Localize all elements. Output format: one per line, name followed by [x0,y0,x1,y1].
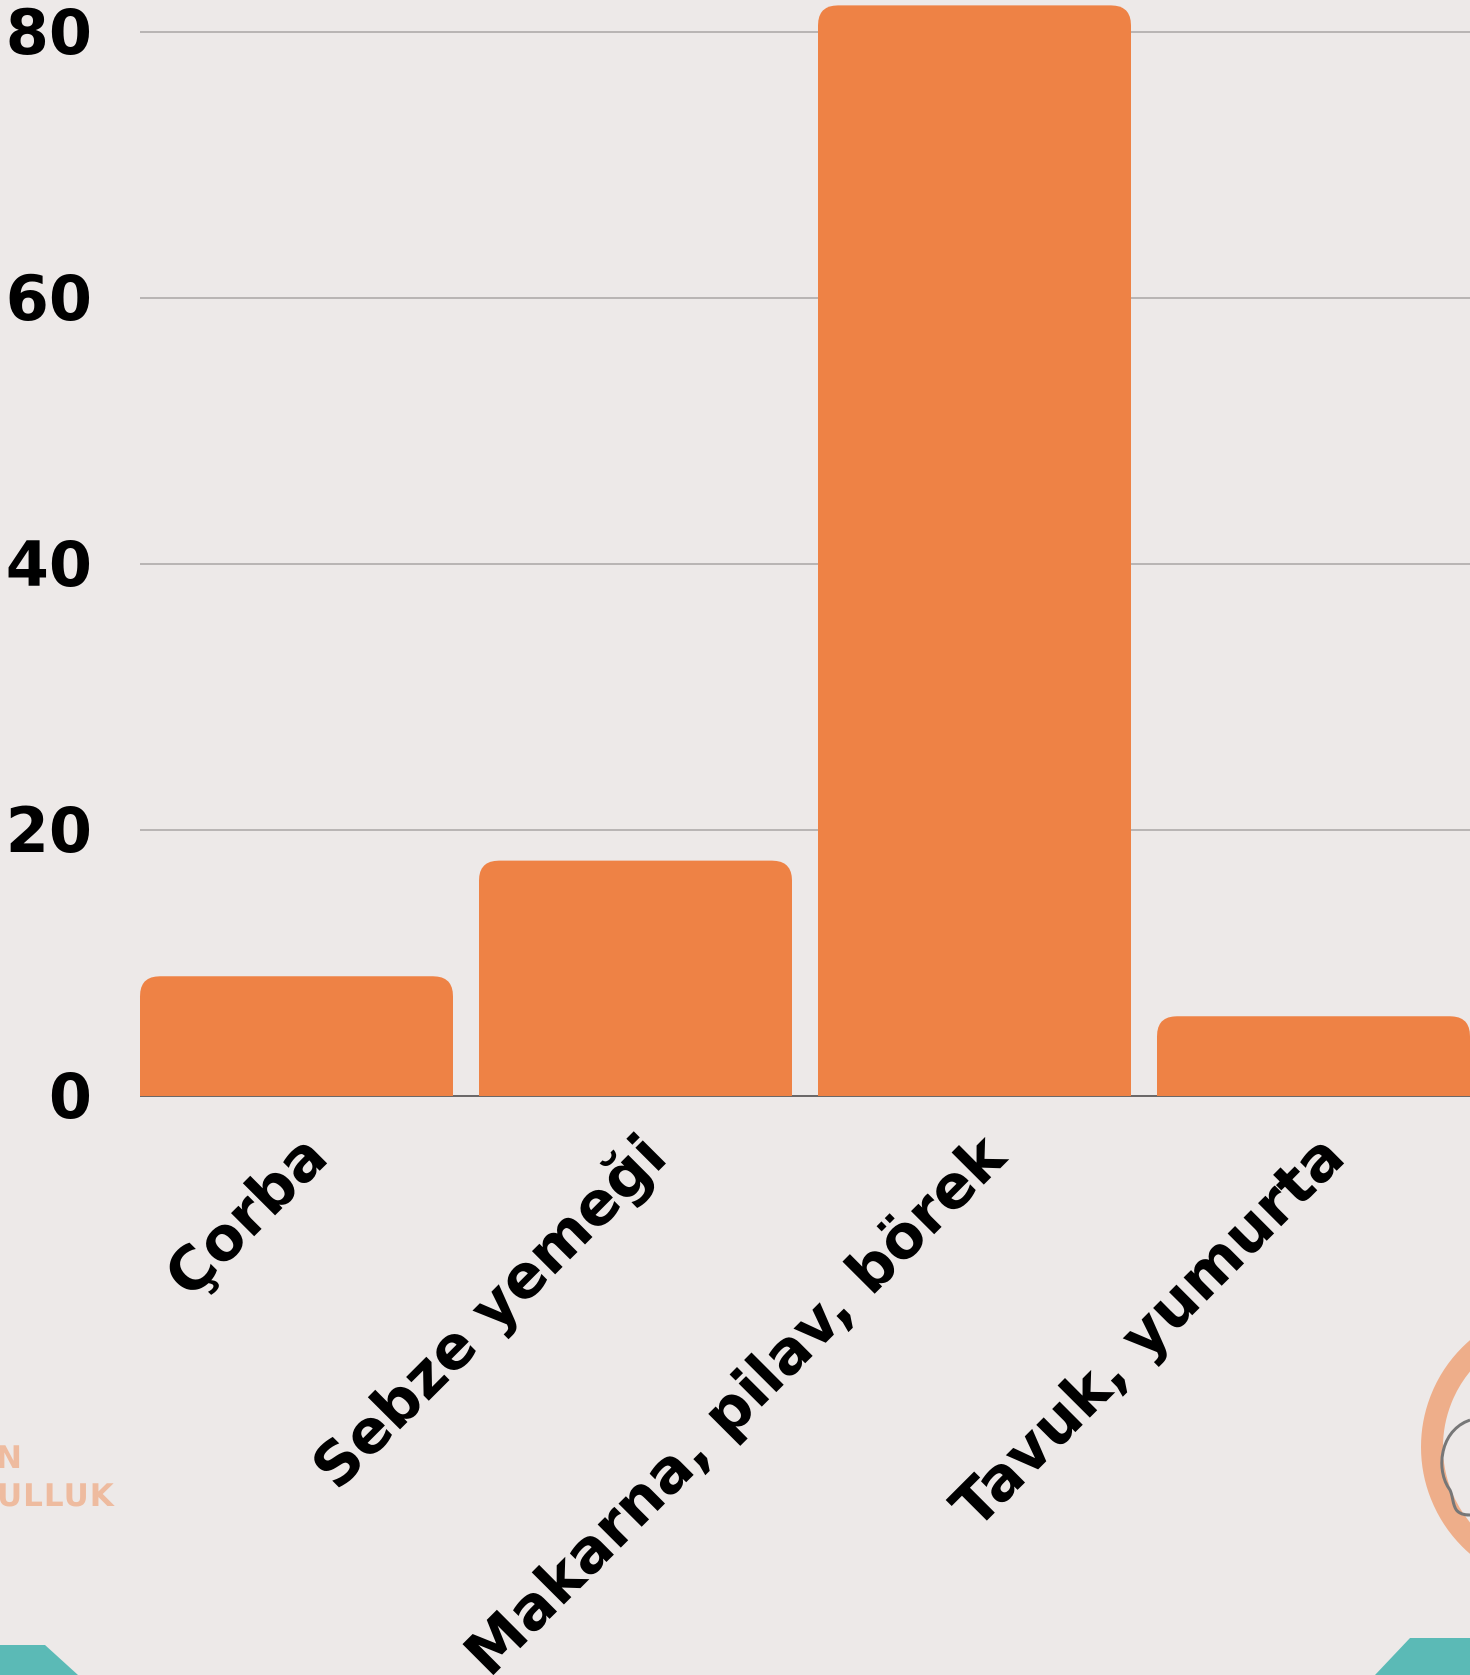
x-tick-label: Çorba [151,1121,341,1311]
y-tick-label: 20 [6,794,92,867]
bars [140,5,1470,1096]
y-tick-label: 80 [6,0,92,69]
logo-text-line1: N [0,1440,23,1476]
x-tick-label: Makarna, pilav, börek [451,1120,1021,1675]
bar [1157,1016,1470,1096]
bar [818,5,1131,1096]
y-tick-label: 40 [6,528,92,601]
y-axis-ticks: 0 20 40 60 80 [6,0,92,1133]
bar [140,976,453,1096]
teal-corner-left [0,1645,78,1675]
logo-text-line2: ULLUK [0,1478,115,1514]
x-tick-label: Sebze yemeği [298,1121,680,1503]
logo-badge-icon [1421,1340,1470,1554]
gridlines [140,31,1470,1097]
teal-corner-right [1375,1638,1470,1675]
y-tick-label: 0 [49,1060,92,1133]
y-tick-label: 60 [6,262,92,335]
bar [479,860,792,1096]
